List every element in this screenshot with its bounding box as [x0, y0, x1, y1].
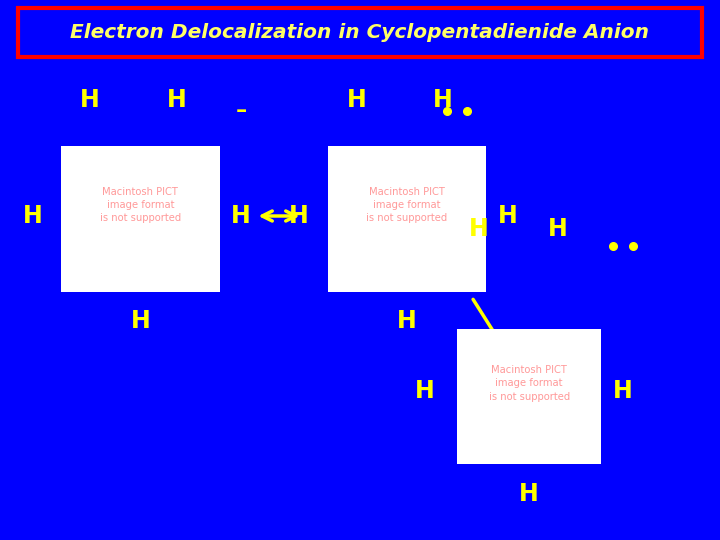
Text: Macintosh PICT
image format
is not supported: Macintosh PICT image format is not suppo… [489, 365, 570, 402]
Text: Macintosh PICT
image format
is not supported: Macintosh PICT image format is not suppo… [366, 187, 447, 224]
Text: H: H [289, 204, 309, 228]
Bar [328, 146, 486, 292]
Text: Macintosh PICT
image format
is not supported: Macintosh PICT image format is not suppo… [100, 187, 181, 224]
Text: H: H [469, 218, 489, 241]
Text: H: H [80, 88, 100, 112]
Text: H: H [415, 380, 435, 403]
Text: H: H [613, 380, 633, 403]
Text: H: H [346, 88, 366, 112]
Text: –: – [235, 100, 247, 121]
Text: Electron Delocalization in Cyclopentadienide Anion: Electron Delocalization in Cyclopentadie… [71, 23, 649, 42]
Bar [18, 8, 702, 57]
Text: H: H [22, 204, 42, 228]
Text: H: H [231, 204, 251, 228]
Text: H: H [130, 309, 150, 333]
Text: H: H [519, 482, 539, 506]
Text: H: H [166, 88, 186, 112]
Text: H: H [548, 218, 568, 241]
Text: H: H [498, 204, 518, 228]
Text: H: H [433, 88, 453, 112]
Bar [61, 146, 220, 292]
Bar [457, 329, 601, 464]
Text: H: H [397, 309, 417, 333]
